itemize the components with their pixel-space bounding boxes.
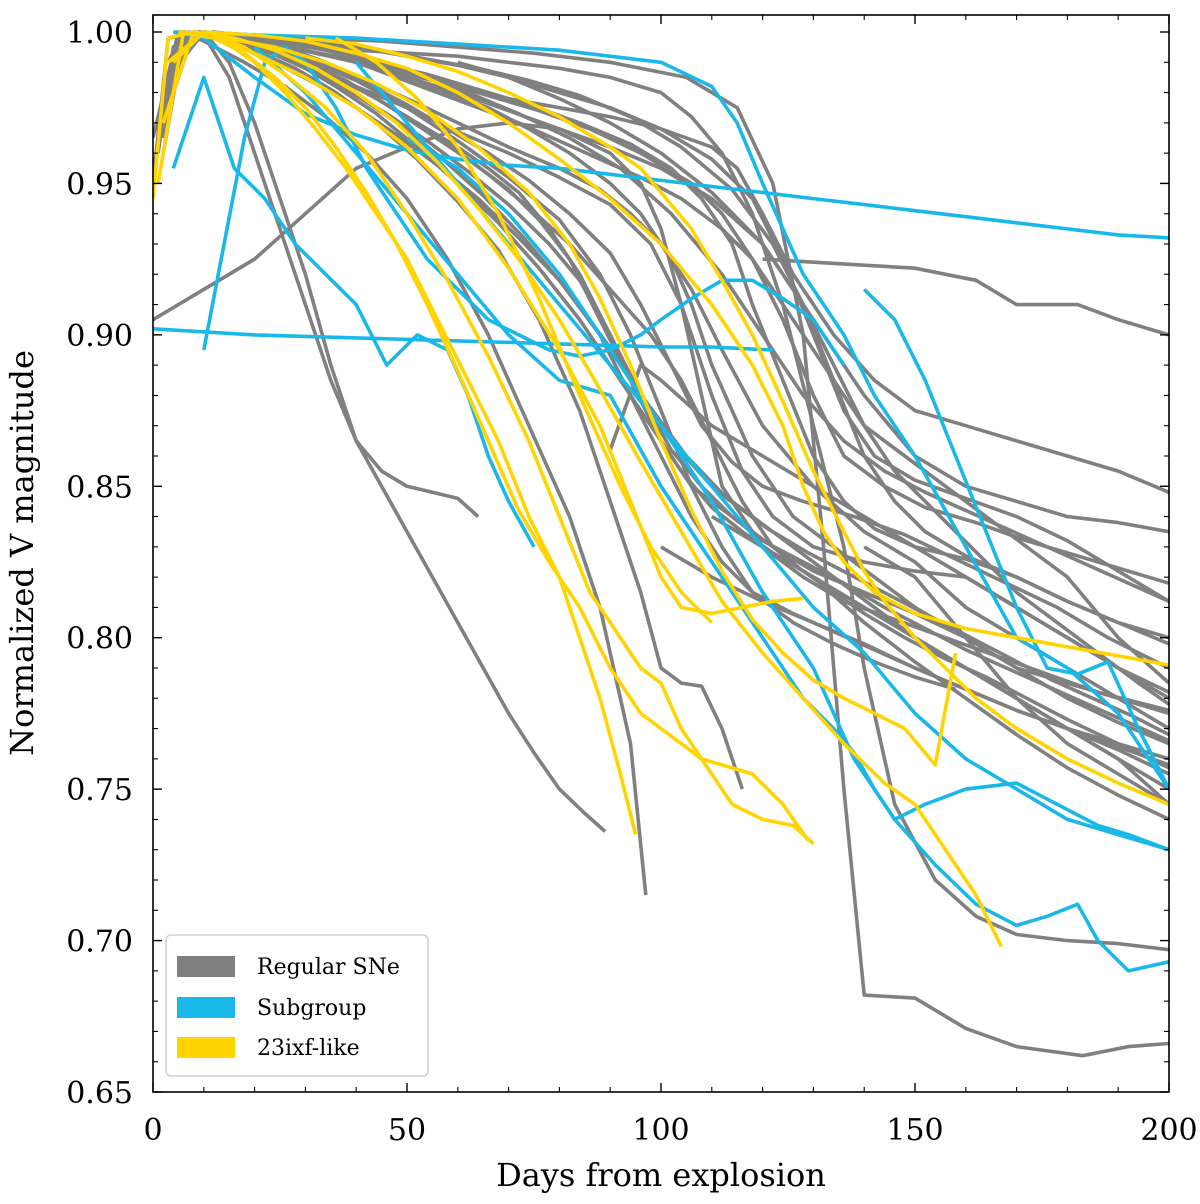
curve-23ixf-9: [334, 36, 714, 624]
x-tick-label: 150: [886, 1113, 943, 1148]
legend-label-regular: Regular SNe: [257, 955, 400, 980]
y-tick-label: 0.80: [66, 622, 133, 657]
curve-23ixf-3: [167, 30, 815, 846]
curves-group: [153, 30, 1169, 1058]
y-tick-label: 0.65: [66, 1076, 133, 1111]
legend-swatch-23ixf: [177, 1037, 235, 1058]
curve-regular-32: [166, 30, 1169, 737]
x-tick-label: 0: [143, 1113, 162, 1148]
legend-label-subgroup: Subgroup: [257, 996, 366, 1021]
curve-subgroup-9: [862, 288, 1169, 790]
y-tick-label: 0.90: [66, 319, 133, 354]
x-tick-label: 100: [632, 1113, 689, 1148]
curve-23ixf-6: [172, 30, 1169, 667]
curve-regular-14: [172, 30, 1169, 670]
y-tick-label: 1.00: [66, 16, 133, 51]
curve-23ixf-7: [183, 30, 958, 767]
x-axis-label: Days from explosion: [496, 1156, 826, 1194]
curve-regular-7: [177, 30, 480, 518]
curve-regular-18: [177, 30, 957, 691]
curve-regular-22: [153, 121, 1169, 640]
curve-regular-31: [177, 30, 1169, 604]
curve-regular-17: [193, 30, 1169, 585]
curve-regular-30: [608, 363, 1169, 700]
curve-regular-8: [202, 34, 607, 833]
x-tick-label: 200: [1140, 1113, 1197, 1148]
curve-subgroup-1: [173, 30, 1169, 791]
y-tick-label: 0.95: [66, 167, 133, 202]
curve-regular-27: [161, 30, 745, 790]
curve-subgroup-2: [172, 30, 1169, 240]
y-tick-label: 0.70: [66, 925, 133, 960]
curve-subgroup-3: [153, 327, 773, 352]
legend-swatch-regular: [177, 956, 235, 977]
curve-23ixf-2: [156, 30, 810, 842]
curve-regular-25: [762, 257, 1169, 337]
curve-regular-26: [660, 545, 1169, 761]
axis-ticks: 0 50 100 150 200 0.65 0.70 0.75 0.80 0.85 0.90 0.95…: [66, 15, 1198, 1148]
curve-regular-28: [710, 515, 1169, 806]
legend-label-23ixf: 23ixf-like: [257, 1036, 360, 1061]
curve-regular-34: [863, 545, 1169, 806]
y-tick-label: 0.75: [66, 773, 133, 808]
curve-23ixf-5: [161, 30, 1004, 948]
curve-regular-29: [812, 575, 1169, 822]
y-tick-label: 0.85: [66, 470, 133, 505]
legend: Regular SNe Subgroup 23ixf-like: [165, 934, 429, 1077]
y-axis-label: Normalized V magnitude: [3, 350, 41, 756]
curve-subgroup-8: [406, 136, 1169, 973]
curve-23ixf-8: [305, 36, 1169, 806]
x-tick-label: 50: [388, 1113, 426, 1148]
legend-swatch-subgroup: [177, 997, 235, 1018]
